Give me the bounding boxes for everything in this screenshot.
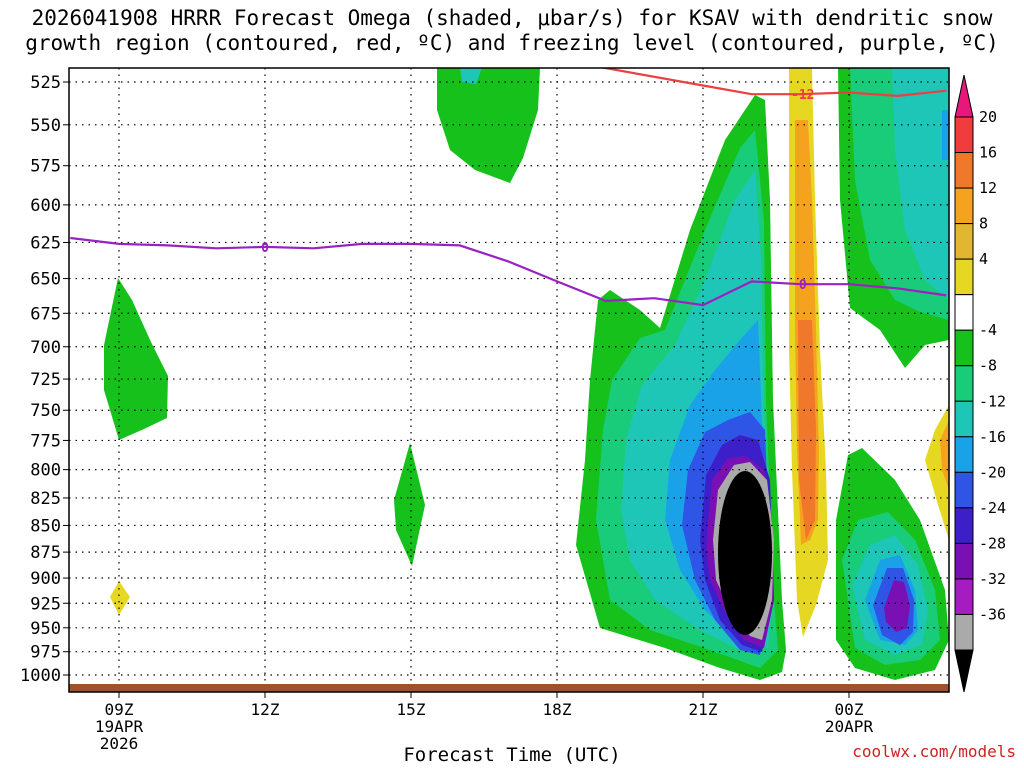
colorbar-swatch	[954, 507, 974, 544]
colorbar-swatch	[954, 436, 974, 473]
colorbar-swatch	[954, 329, 974, 367]
y-tick-label: 675	[30, 304, 61, 324]
colorbar-top-arrow	[954, 74, 974, 118]
colorbar-label: -28	[979, 534, 1006, 552]
dgz-minus12-line	[598, 68, 947, 98]
colorbar-label: 20	[979, 108, 997, 126]
colorbar-swatch	[954, 294, 974, 331]
colorbar-swatch	[954, 471, 974, 509]
x-tick-label: 21Z	[689, 700, 718, 719]
y-tick-label: 975	[30, 643, 61, 663]
x-tick-label: 09Z	[105, 700, 134, 719]
grid-lines	[69, 68, 949, 692]
omega-shading	[104, 68, 949, 680]
omega-cell-left	[104, 278, 168, 440]
y-tick-label: 700	[30, 338, 61, 358]
ascent-right-edge-gold	[940, 420, 949, 490]
colorbar-label: -4	[979, 321, 997, 339]
title-line-2: growth region (contoured, red, ºC) and f…	[25, 31, 999, 55]
x-date-label: 20APR	[825, 717, 874, 736]
ascent-band-orange	[798, 320, 816, 540]
colorbar-swatch	[954, 116, 974, 154]
omega-right-upper-g4	[942, 110, 949, 160]
ground-strip	[69, 684, 949, 692]
omega-cell-top	[437, 68, 540, 183]
x-tick-label: 12Z	[251, 700, 280, 719]
colorbar-swatch	[954, 578, 974, 615]
colorbar: 20 16 12 8 4 -4 -8 -12 -16 -20 -24 -28 -32 -36	[954, 74, 1006, 693]
colorbar-label: -32	[979, 570, 1006, 588]
colorbar-label: -24	[979, 499, 1006, 517]
colorbar-label: -12	[979, 392, 1006, 410]
colorbar-label: -20	[979, 463, 1006, 481]
y-tick-label: 850	[30, 516, 61, 536]
x-date-label: 19APR	[95, 717, 144, 736]
colorbar-swatch	[954, 223, 974, 260]
colorbar-swatch	[954, 400, 974, 438]
y-tick-label: 875	[30, 543, 61, 563]
colorbar-label: -16	[979, 428, 1006, 446]
omega-cell-top-inner	[460, 68, 482, 84]
y-axis: 525 550 575 600 625 650 675 700 725 750 775 800 825 8…	[20, 73, 69, 686]
y-tick-label: 925	[30, 594, 61, 614]
y-tick-label: 625	[30, 233, 61, 253]
y-tick-label: 775	[30, 431, 61, 451]
y-tick-label: 800	[30, 461, 61, 481]
plot-frame	[68, 67, 950, 693]
y-tick-label: 825	[30, 489, 61, 509]
x-tick-label: 18Z	[543, 700, 572, 719]
x-tick-label: 15Z	[397, 700, 426, 719]
y-tick-label: 950	[30, 619, 61, 639]
colorbar-bottom-arrow	[954, 649, 974, 693]
colorbar-label: 12	[979, 179, 997, 197]
y-tick-label: 1000	[20, 666, 61, 686]
colorbar-swatch	[954, 187, 974, 225]
colorbar-label: 4	[979, 250, 988, 268]
colorbar-swatch	[954, 152, 974, 189]
freezing-level-line	[70, 236, 947, 307]
x-axis-title: Forecast Time (UTC)	[403, 744, 621, 766]
colorbar-label: 16	[979, 144, 997, 162]
colorbar-label: 8	[979, 215, 988, 233]
colorbar-label: -8	[979, 357, 997, 375]
contours: 0 0 -12	[70, 68, 947, 307]
y-tick-label: 575	[30, 157, 61, 177]
omega-cell-yellow-small	[110, 581, 130, 615]
colorbar-swatch	[954, 365, 974, 402]
title-line-1: 2026041908 HRRR Forecast Omega (shaded, …	[31, 6, 993, 30]
credit-text: coolwx.com/models	[852, 742, 1016, 761]
y-tick-label: 550	[30, 116, 61, 136]
y-tick-label: 750	[30, 401, 61, 421]
omega-cell-15z	[394, 443, 425, 566]
colorbar-swatch	[954, 542, 974, 580]
freezing-level-label: 0	[261, 241, 269, 256]
dgz-label: -12	[791, 88, 814, 103]
x-year-label: 2026	[100, 734, 139, 753]
colorbar-swatch	[954, 613, 974, 651]
y-tick-label: 525	[30, 73, 61, 93]
chart-title: 2026041908 HRRR Forecast Omega (shaded, …	[0, 6, 1024, 56]
colorbar-label: -36	[979, 605, 1006, 623]
omega-right-lower-g6	[884, 580, 910, 632]
x-tick-label: 00Z	[835, 700, 864, 719]
y-tick-label: 725	[30, 370, 61, 390]
y-tick-label: 650	[30, 270, 61, 290]
freezing-level-label: 0	[799, 278, 807, 293]
y-tick-label: 600	[30, 196, 61, 216]
colorbar-swatch	[954, 258, 974, 296]
y-tick-label: 900	[30, 569, 61, 589]
omega-main-core	[718, 471, 772, 635]
